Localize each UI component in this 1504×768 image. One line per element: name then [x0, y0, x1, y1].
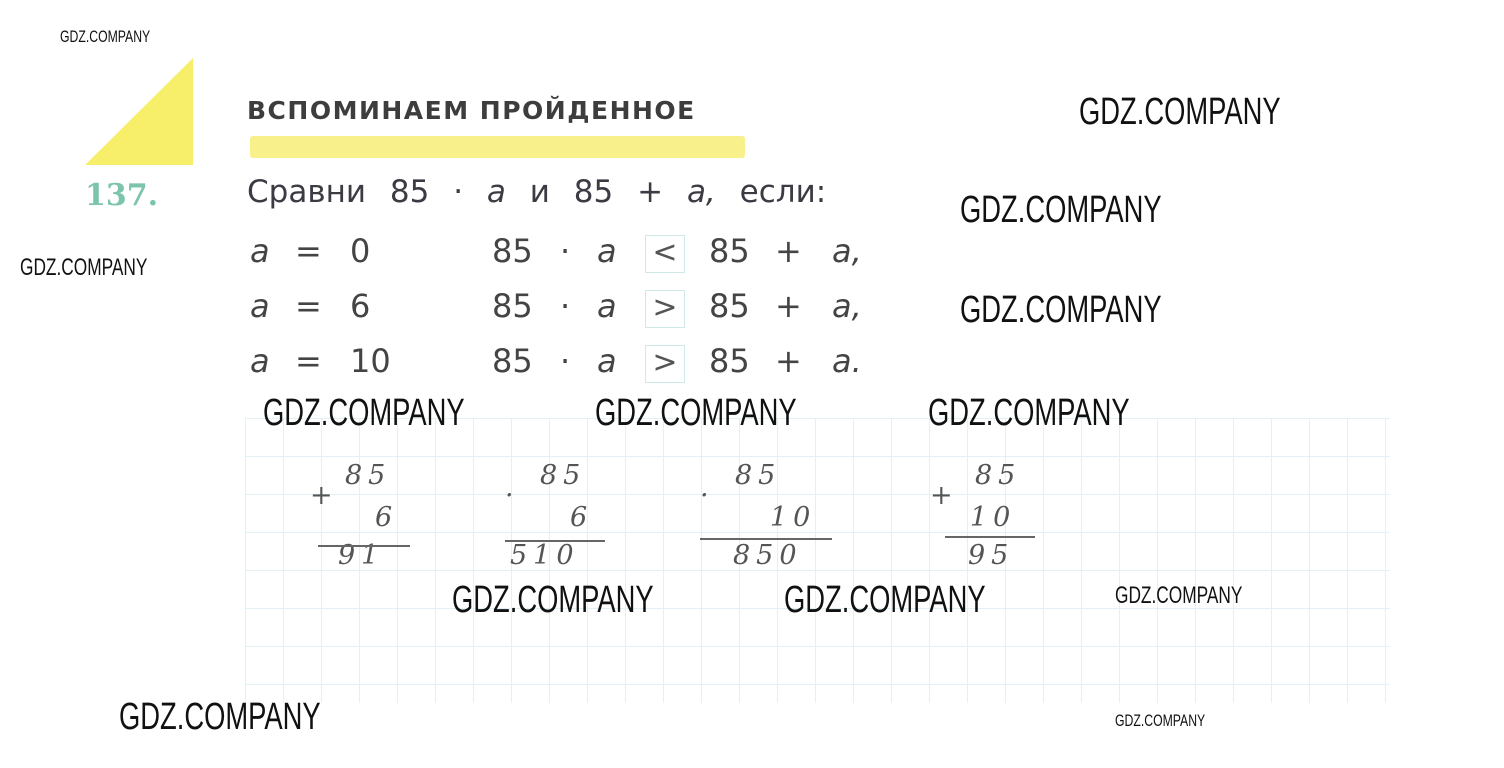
- calc-underline: [505, 540, 605, 542]
- watermark: GDZ.COMPANY: [784, 579, 986, 621]
- yellow-corner-triangle: [85, 58, 193, 165]
- row-left: 85: [492, 342, 533, 380]
- calc-underline: [700, 538, 832, 540]
- prompt-var: a: [486, 174, 506, 210]
- prompt-word: Сравни: [247, 174, 367, 210]
- grid-paper: [245, 418, 1390, 703]
- row-plus: +: [775, 287, 802, 325]
- calc-top: 85: [345, 460, 392, 491]
- calc-op: ·: [505, 480, 520, 511]
- row-end: a.: [832, 342, 862, 380]
- row-eq: =: [295, 342, 322, 380]
- row-eq: =: [295, 287, 322, 325]
- calc-bottom: 10: [970, 502, 1017, 533]
- watermark: GDZ.COMPANY: [452, 579, 654, 621]
- prompt-number: 85: [573, 174, 614, 210]
- prompt-word: если:: [739, 174, 827, 210]
- row-var: a: [250, 342, 270, 380]
- prompt-var: a,: [686, 174, 716, 210]
- prompt-number: 85: [389, 174, 430, 210]
- calc-op: +: [310, 480, 339, 511]
- prompt-plus: +: [637, 174, 664, 210]
- calc-result: 95: [968, 540, 1015, 571]
- calc-underline: [945, 536, 1035, 538]
- comparison-sign-box: >: [645, 290, 685, 328]
- calc-top: 85: [735, 460, 782, 491]
- calc-bottom: 6: [570, 502, 594, 533]
- calc-underline: [318, 545, 410, 547]
- row-a: a: [597, 232, 617, 270]
- row-plus: +: [775, 232, 802, 270]
- calc-bottom: 6: [375, 502, 399, 533]
- watermark: GDZ.COMPANY: [960, 289, 1162, 331]
- row-right: 85: [709, 232, 750, 270]
- section-title: ВСПОМИНАЕМ ПРОЙДЕННОЕ: [247, 96, 696, 125]
- comparison-sign-box: >: [645, 345, 685, 383]
- row-var: a: [250, 232, 270, 270]
- watermark: GDZ.COMPANY: [119, 696, 321, 738]
- row-value: 10: [350, 342, 391, 380]
- row-a: a: [597, 342, 617, 380]
- watermark: GDZ.COMPANY: [263, 392, 465, 434]
- watermark: GDZ.COMPANY: [960, 189, 1162, 231]
- calc-op: +: [930, 480, 959, 511]
- calc-top: 85: [540, 460, 587, 491]
- calc-bottom: 10: [770, 502, 817, 533]
- task-number: 137.: [85, 178, 159, 213]
- watermark: GDZ.COMPANY: [1115, 711, 1206, 730]
- watermark: GDZ.COMPANY: [595, 392, 797, 434]
- calc-op: ·: [700, 480, 715, 511]
- calc-top: 85: [975, 460, 1022, 491]
- task-prompt: Сравни 85 · a и 85 + a, если:: [247, 174, 840, 210]
- row-eq: =: [295, 232, 322, 270]
- watermark: GDZ.COMPANY: [20, 254, 148, 281]
- watermark: GDZ.COMPANY: [928, 392, 1130, 434]
- row-value: 0: [350, 232, 371, 270]
- row-value: 6: [350, 287, 371, 325]
- watermark: GDZ.COMPANY: [1115, 582, 1243, 609]
- row-left: 85: [492, 232, 533, 270]
- row-dot: ·: [560, 232, 571, 270]
- row-plus: +: [775, 342, 802, 380]
- calc-result: 510: [510, 540, 580, 571]
- row-dot: ·: [560, 287, 571, 325]
- row-right: 85: [709, 287, 750, 325]
- row-end: a,: [832, 287, 862, 325]
- row-dot: ·: [560, 342, 571, 380]
- comparison-sign-box: <: [645, 235, 685, 273]
- row-left: 85: [492, 287, 533, 325]
- row-end: a,: [832, 232, 862, 270]
- prompt-dot: ·: [453, 174, 464, 210]
- row-a: a: [597, 287, 617, 325]
- watermark: GDZ.COMPANY: [60, 27, 151, 46]
- title-highlight: [250, 136, 745, 158]
- row-var: a: [250, 287, 270, 325]
- calc-result: 850: [733, 540, 803, 571]
- row-right: 85: [709, 342, 750, 380]
- watermark: GDZ.COMPANY: [1079, 91, 1281, 133]
- prompt-word: и: [529, 174, 550, 210]
